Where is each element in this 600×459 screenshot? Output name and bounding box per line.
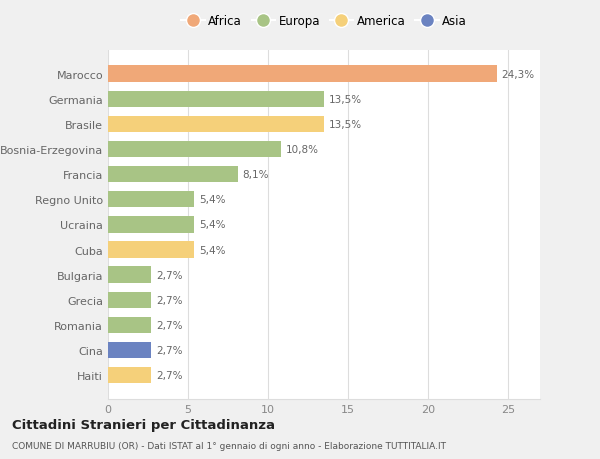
Bar bbox=[108, 292, 151, 308]
Text: 5,4%: 5,4% bbox=[199, 220, 226, 230]
Text: 8,1%: 8,1% bbox=[242, 170, 269, 180]
Text: 13,5%: 13,5% bbox=[329, 95, 362, 105]
Bar bbox=[108, 192, 194, 208]
Bar bbox=[108, 367, 151, 383]
Bar bbox=[108, 217, 194, 233]
Text: 2,7%: 2,7% bbox=[156, 320, 182, 330]
Text: Cittadini Stranieri per Cittadinanza: Cittadini Stranieri per Cittadinanza bbox=[12, 418, 275, 431]
Bar bbox=[108, 117, 324, 133]
Legend: Africa, Europa, America, Asia: Africa, Europa, America, Asia bbox=[176, 11, 472, 33]
Text: COMUNE DI MARRUBIU (OR) - Dati ISTAT al 1° gennaio di ogni anno - Elaborazione T: COMUNE DI MARRUBIU (OR) - Dati ISTAT al … bbox=[12, 441, 446, 450]
Bar bbox=[108, 141, 281, 158]
Bar bbox=[108, 242, 194, 258]
Text: 24,3%: 24,3% bbox=[502, 69, 535, 79]
Text: 5,4%: 5,4% bbox=[199, 195, 226, 205]
Text: 2,7%: 2,7% bbox=[156, 370, 182, 381]
Bar bbox=[108, 267, 151, 283]
Text: 13,5%: 13,5% bbox=[329, 120, 362, 129]
Text: 2,7%: 2,7% bbox=[156, 345, 182, 355]
Text: 5,4%: 5,4% bbox=[199, 245, 226, 255]
Bar bbox=[108, 67, 497, 83]
Bar bbox=[108, 342, 151, 358]
Text: 10,8%: 10,8% bbox=[286, 145, 319, 155]
Bar bbox=[108, 167, 238, 183]
Text: 2,7%: 2,7% bbox=[156, 270, 182, 280]
Bar bbox=[108, 317, 151, 333]
Text: 2,7%: 2,7% bbox=[156, 295, 182, 305]
Bar bbox=[108, 91, 324, 108]
